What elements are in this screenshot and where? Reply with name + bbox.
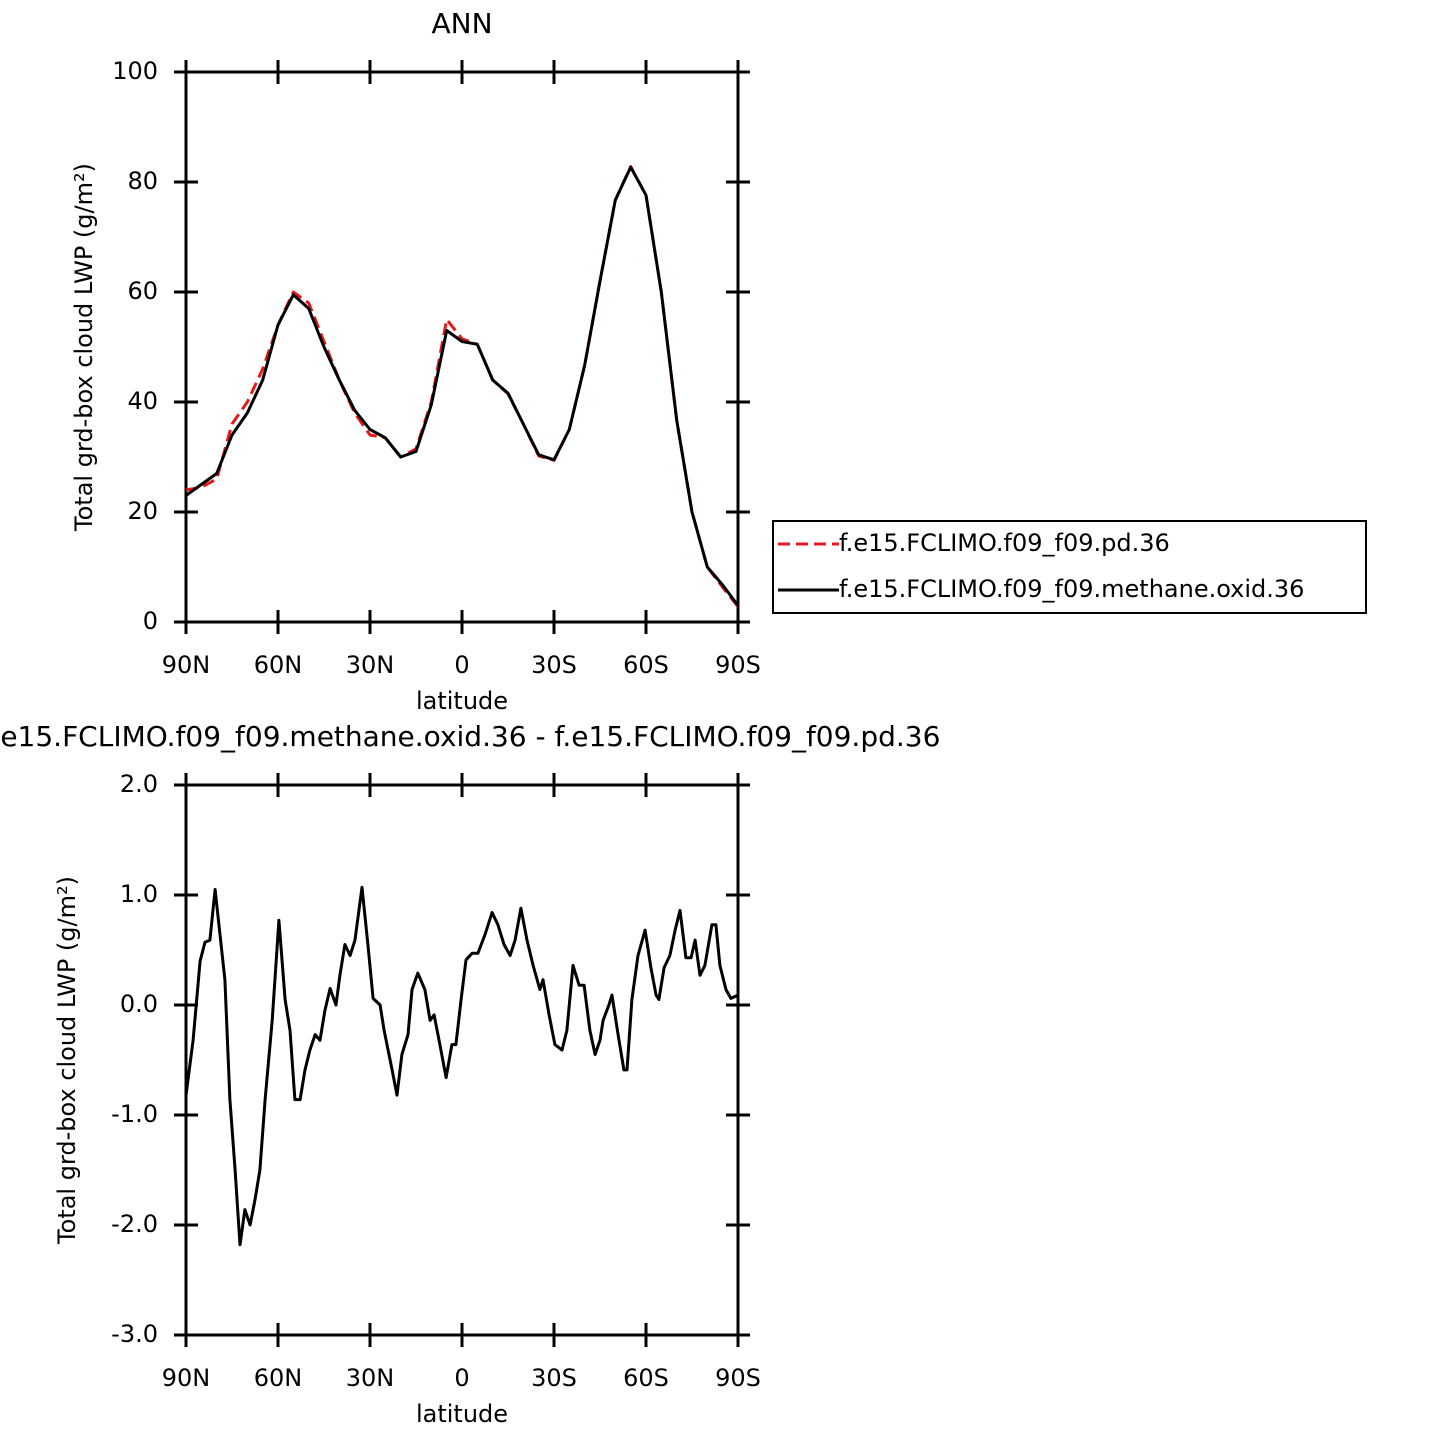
y-tick-label: -3.0 [111,1320,158,1348]
x-tick-label: 0 [454,1364,469,1392]
x-tick-label: 30S [531,651,577,679]
y-tick-label: 0 [143,607,158,635]
y-tick-label: -2.0 [111,1210,158,1238]
x-tick-label: 30N [346,1364,395,1392]
legend-box [772,520,1367,614]
legend-label: f.e15.FCLIMO.f09_f09.pd.36 [839,529,1170,557]
x-axis-label: latitude [416,1400,508,1428]
plot-frame [184,783,740,1337]
x-tick-label: 90S [715,1364,761,1392]
y-tick-label: 80 [127,167,158,195]
x-axis-label: latitude [416,687,508,715]
x-tick-label: 60S [623,1364,669,1392]
y-axis-label: Total grd-box cloud LWP (g/m²) [70,163,98,532]
y-tick-label: 100 [112,57,158,85]
y-axis-label: Total grd-box cloud LWP (g/m²) [53,876,81,1245]
x-tick-label: 90S [715,651,761,679]
legend-label: f.e15.FCLIMO.f09_f09.methane.oxid.36 [839,575,1304,603]
x-tick-label: 90N [162,651,211,679]
y-tick-label: 40 [127,387,158,415]
y-tick-label: 60 [127,277,158,305]
x-tick-label: 60N [254,651,303,679]
plot-frame [184,70,740,624]
x-tick-label: 60N [254,1364,303,1392]
chart-title: f.e15.FCLIMO.f09_f09.methane.oxid.36 - f… [0,720,940,753]
x-tick-label: 90N [162,1364,211,1392]
y-tick-label: -1.0 [111,1100,158,1128]
x-tick-label: 60S [623,651,669,679]
x-tick-label: 30S [531,1364,577,1392]
data-line [185,165,740,608]
y-tick-label: 0.0 [120,990,158,1018]
chart-title: ANN [431,7,492,40]
data-line [185,165,740,607]
data-line [184,885,739,1247]
x-tick-label: 0 [454,651,469,679]
y-tick-label: 2.0 [120,770,158,798]
y-tick-label: 1.0 [120,880,158,908]
y-tick-label: 20 [127,497,158,525]
x-tick-label: 30N [346,651,395,679]
